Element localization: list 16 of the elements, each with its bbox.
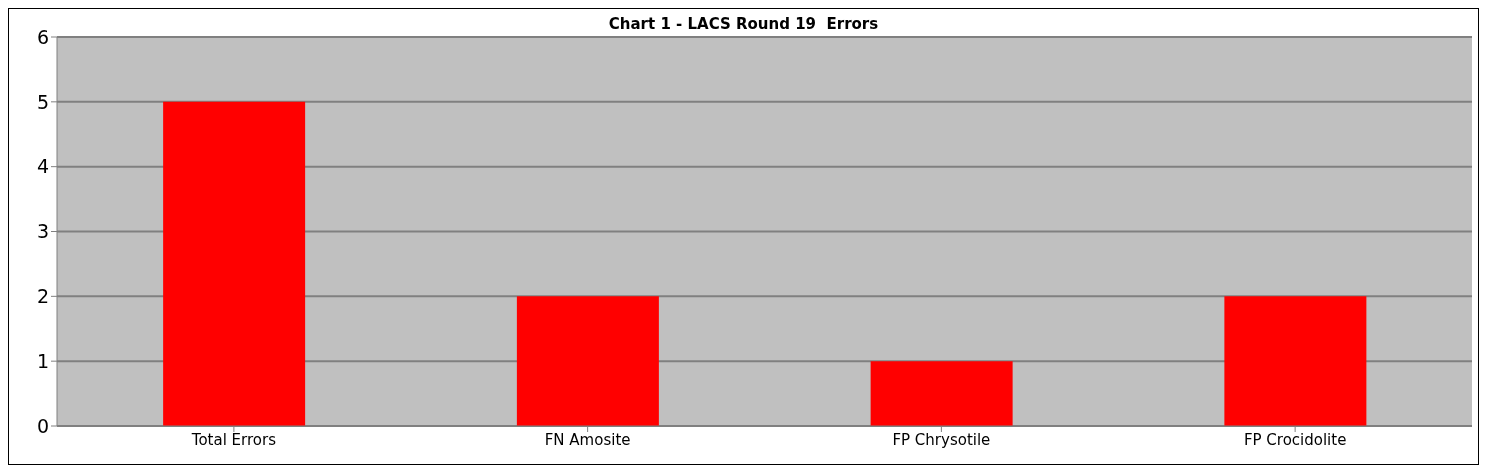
y-tick-label: 6 [36,25,49,48]
y-tick-label: 4 [36,155,49,178]
x-tick-label: FP Chrysotile [892,430,991,449]
y-tick-label: 0 [36,414,49,437]
y-tick-label: 3 [36,220,49,243]
bar [163,101,306,426]
bar [516,296,659,426]
x-tick-label: FP Crocidolite [1243,430,1347,449]
y-tick-label: 2 [36,285,49,308]
bar [870,361,1013,426]
y-tick-label: 5 [36,90,49,113]
y-tick-label: 1 [36,349,49,372]
bar [1224,296,1367,426]
x-tick-label: FN Amosite [544,430,631,449]
chart-title: Chart 1 - LACS Round 19 Errors [608,15,879,33]
x-tick-label: Total Errors [190,430,277,449]
